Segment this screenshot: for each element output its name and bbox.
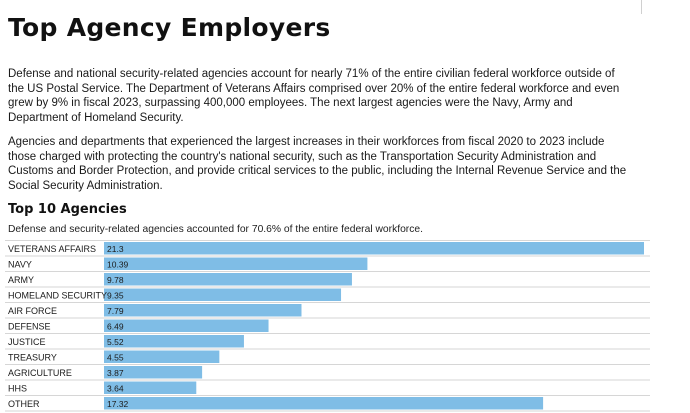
bar [104,273,352,286]
chart-title: Top 10 Agencies [8,202,127,217]
intro-paragraph: Defense and national security-related ag… [8,68,620,124]
bar [104,350,220,363]
bar [104,242,644,255]
bar [104,366,203,379]
bar [104,319,269,332]
top-divider [641,0,642,14]
category-label: JUSTICE [8,337,46,347]
category-label: DEFENSE [8,322,51,332]
value-label: 21.3 [107,244,124,254]
category-label: ARMY [8,275,34,285]
category-label: HHS [8,384,27,394]
value-label: 7.79 [107,306,124,316]
value-label: 4.55 [107,353,124,363]
page-title: Top Agency Employers [8,13,331,42]
value-label: 9.78 [107,275,124,285]
bar [104,335,244,348]
category-label: TREASURY [8,353,57,363]
category-label: OTHER [8,399,40,409]
bar [104,381,197,394]
value-label: 3.87 [107,368,124,378]
bar [104,397,544,410]
bar [104,257,368,270]
bar [104,304,302,317]
category-label: AGRICULTURE [8,368,72,378]
value-label: 3.64 [107,384,124,394]
bar [104,288,342,301]
value-label: 10.39 [107,260,129,270]
growth-paragraph: Agencies and departments that experience… [8,136,627,192]
value-label: 17.32 [107,399,129,409]
value-label: 5.52 [107,337,124,347]
category-label: VETERANS AFFAIRS [8,244,96,254]
value-label: 6.49 [107,322,124,332]
chart-subtitle: Defense and security-related agencies ac… [8,224,423,235]
category-label: AIR FORCE [8,306,57,316]
category-label: HOMELAND SECURITY [8,291,107,301]
value-label: 9.35 [107,291,124,301]
category-label: NAVY [8,260,32,270]
